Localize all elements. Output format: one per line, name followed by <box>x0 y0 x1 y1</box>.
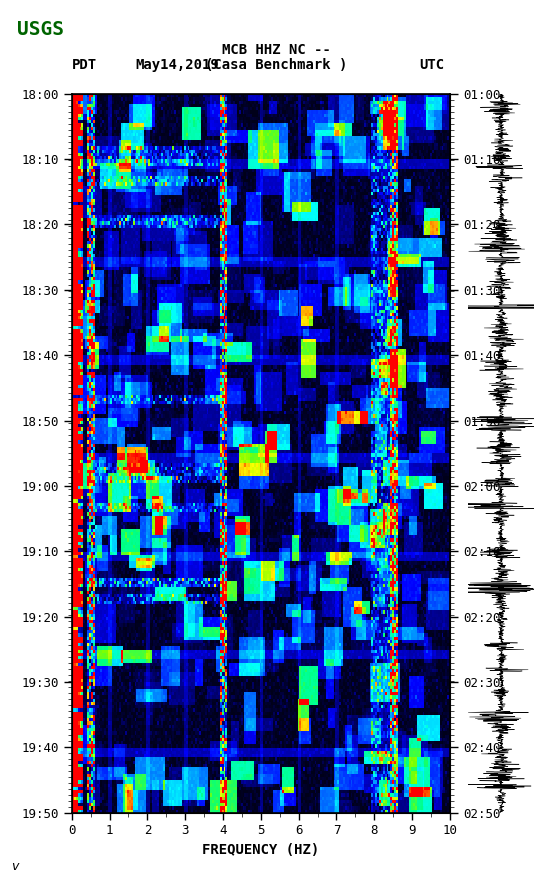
Text: MCB HHZ NC --: MCB HHZ NC -- <box>221 43 331 57</box>
Text: $v$: $v$ <box>11 860 20 873</box>
Text: UTC: UTC <box>420 58 445 72</box>
Text: PDT: PDT <box>72 58 97 72</box>
X-axis label: FREQUENCY (HZ): FREQUENCY (HZ) <box>202 843 320 857</box>
Text: May14,2019: May14,2019 <box>135 58 219 72</box>
Text: USGS: USGS <box>17 20 63 38</box>
Text: (Casa Benchmark ): (Casa Benchmark ) <box>205 58 347 72</box>
